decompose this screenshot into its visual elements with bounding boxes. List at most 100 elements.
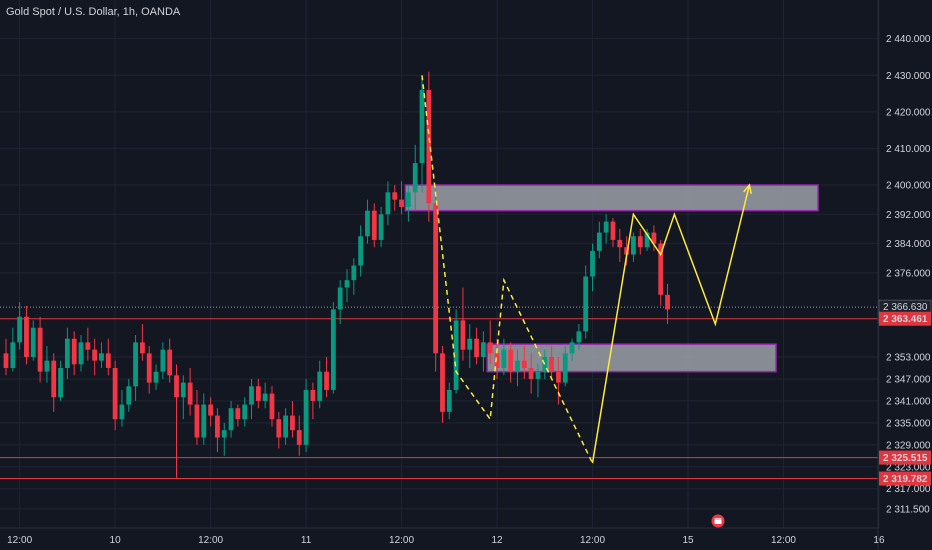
candle-bullish[interactable]	[228, 408, 234, 431]
candle-bullish[interactable]	[405, 192, 411, 207]
candle-bullish[interactable]	[44, 360, 50, 372]
candle-bullish[interactable]	[446, 389, 452, 412]
candle-bullish[interactable]	[303, 389, 309, 445]
candle-bullish[interactable]	[180, 382, 186, 398]
candle-bearish[interactable]	[215, 415, 220, 438]
candle-bearish[interactable]	[174, 375, 179, 398]
candle-bullish[interactable]	[453, 320, 459, 390]
candle-bearish[interactable]	[617, 239, 623, 248]
candle-bullish[interactable]	[201, 404, 207, 438]
candle-bullish[interactable]	[631, 236, 636, 255]
candle-bearish[interactable]	[371, 210, 377, 240]
candle-bearish[interactable]	[426, 89, 432, 204]
candle-bearish[interactable]	[194, 404, 200, 438]
candle-bullish[interactable]	[467, 338, 473, 350]
candle-bullish[interactable]	[283, 415, 289, 438]
candle-bullish[interactable]	[317, 371, 323, 401]
candle-bullish[interactable]	[242, 404, 248, 420]
candle-bearish[interactable]	[508, 349, 514, 372]
candle-bearish[interactable]	[276, 419, 282, 438]
candle-bullish[interactable]	[358, 236, 364, 266]
candle-bullish[interactable]	[249, 386, 254, 405]
candle-bearish[interactable]	[269, 393, 275, 420]
candle-bearish[interactable]	[324, 371, 329, 390]
candle-bearish[interactable]	[105, 353, 111, 368]
candle-bearish[interactable]	[296, 430, 302, 445]
candle-bullish[interactable]	[99, 353, 104, 361]
candle-bearish[interactable]	[392, 192, 398, 200]
candle-bullish[interactable]	[58, 367, 63, 398]
candle-bullish[interactable]	[351, 265, 357, 281]
candle-bullish[interactable]	[576, 331, 582, 343]
candle-bullish[interactable]	[153, 371, 159, 383]
candle-bullish[interactable]	[569, 342, 575, 354]
price-axis[interactable]: 2 440.000 2 430.000 2 420.000 2 410.000 2 40…	[886, 34, 931, 515]
candle-bullish[interactable]	[378, 214, 384, 240]
candle-bearish[interactable]	[37, 327, 43, 372]
candle-bullish[interactable]	[160, 349, 166, 372]
candle-bullish[interactable]	[344, 280, 350, 288]
candle-bearish[interactable]	[85, 342, 91, 350]
candle-bearish[interactable]	[235, 408, 241, 420]
candle-bullish[interactable]	[562, 353, 568, 383]
candle-bearish[interactable]	[665, 294, 670, 310]
candle-bullish[interactable]	[644, 232, 650, 248]
candle-bearish[interactable]	[208, 404, 213, 416]
candle-bullish[interactable]	[30, 327, 36, 357]
candle-bullish[interactable]	[515, 360, 520, 372]
candle-bullish[interactable]	[501, 349, 507, 368]
candle-bullish[interactable]	[262, 393, 268, 401]
candle-bearish[interactable]	[167, 349, 173, 376]
candle-bullish[interactable]	[542, 357, 548, 372]
candle-bearish[interactable]	[556, 371, 561, 383]
candle-bearish[interactable]	[399, 199, 404, 207]
candle-bearish[interactable]	[92, 349, 98, 361]
candle-bullish[interactable]	[603, 221, 609, 233]
candle-bullish[interactable]	[330, 309, 336, 390]
candle-bearish[interactable]	[71, 338, 77, 365]
candle-bearish[interactable]	[637, 236, 643, 248]
candle-bullish[interactable]	[64, 338, 70, 368]
candle-bearish[interactable]	[487, 342, 493, 354]
candle-bullish[interactable]	[481, 342, 486, 357]
candle-bearish[interactable]	[24, 316, 29, 357]
calendar-event-icon[interactable]	[711, 514, 725, 528]
candle-bullish[interactable]	[365, 210, 370, 237]
candle-bearish[interactable]	[310, 389, 316, 401]
candle-bullish[interactable]	[126, 386, 132, 405]
candle-bullish[interactable]	[10, 342, 16, 368]
candle-bullish[interactable]	[119, 404, 125, 420]
candle-bearish[interactable]	[440, 353, 445, 412]
candle-bullish[interactable]	[590, 250, 595, 277]
candle-bearish[interactable]	[474, 338, 479, 357]
candle-bearish[interactable]	[51, 360, 57, 398]
candle-bullish[interactable]	[17, 316, 23, 343]
candle-bearish[interactable]	[112, 367, 118, 420]
candle-bullish[interactable]	[596, 232, 602, 251]
candle-bullish[interactable]	[78, 342, 84, 365]
candle-bullish[interactable]	[419, 89, 425, 164]
candle-bearish[interactable]	[187, 382, 193, 405]
candles[interactable]	[3, 71, 670, 478]
candle-bearish[interactable]	[255, 386, 261, 401]
candle-bearish[interactable]	[610, 221, 616, 240]
candle-bullish[interactable]	[412, 163, 418, 193]
candle-bearish[interactable]	[460, 320, 466, 350]
candle-bearish[interactable]	[146, 353, 152, 383]
candle-bullish[interactable]	[221, 430, 227, 438]
candle-bullish[interactable]	[385, 192, 391, 215]
time-axis[interactable]: 12:001012:001112:001212:001512:001612:00…	[7, 535, 932, 546]
candle-bullish[interactable]	[583, 276, 589, 332]
candle-bearish[interactable]	[624, 247, 630, 255]
candle-bearish[interactable]	[3, 353, 9, 368]
candle-bullish[interactable]	[535, 371, 541, 379]
candle-bearish[interactable]	[658, 243, 664, 295]
candle-bearish[interactable]	[290, 415, 295, 431]
candle-bearish[interactable]	[433, 203, 439, 354]
candle-bearish[interactable]	[549, 357, 554, 372]
candle-bullish[interactable]	[337, 287, 343, 310]
candle-bearish[interactable]	[494, 353, 500, 368]
candle-bearish[interactable]	[651, 232, 657, 244]
